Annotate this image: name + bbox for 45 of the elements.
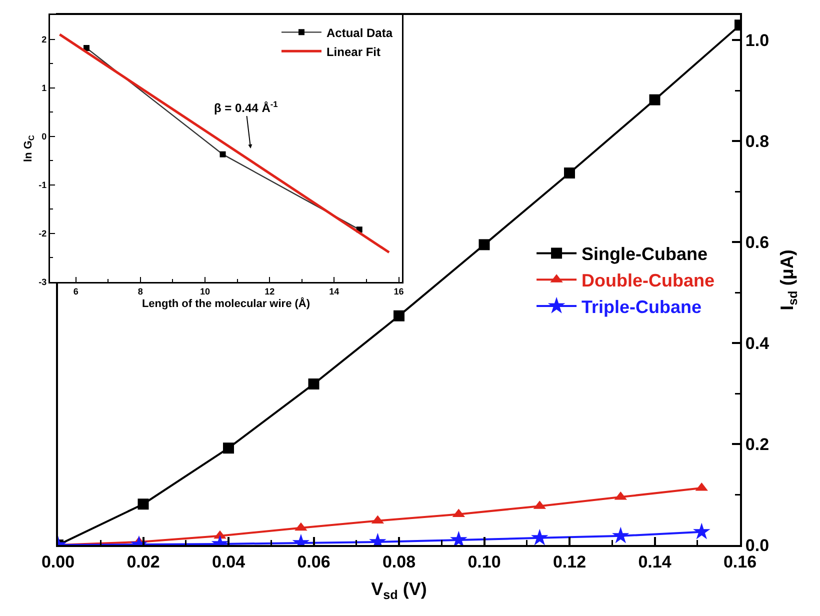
point xyxy=(531,528,548,545)
x-tick-label: 0.12 xyxy=(552,552,586,572)
point xyxy=(478,239,490,250)
point xyxy=(649,94,660,106)
x-tick-label: 0.00 xyxy=(41,552,75,572)
y-tick-label: -2 xyxy=(38,228,47,239)
point xyxy=(308,378,320,390)
x-tick-label: 0.04 xyxy=(212,552,246,572)
x-axis-title: Length of the molecular wire (Å) xyxy=(142,297,310,310)
y-tick-label: 1.0 xyxy=(745,31,770,50)
y-tick-label: 0.2 xyxy=(745,435,770,454)
point xyxy=(394,310,404,322)
x-tick-label: 16 xyxy=(394,286,404,296)
legend-label: Single-Cubane xyxy=(582,244,708,264)
x-tick-label: 14 xyxy=(329,286,340,296)
point xyxy=(138,498,149,510)
annotation: β = 0.44 Å$^{-1}$ xyxy=(214,99,278,116)
legend-label: Actual Data xyxy=(326,26,393,40)
point xyxy=(223,442,234,454)
x-tick-label: 0.06 xyxy=(297,552,330,572)
y-tick-label: 0 xyxy=(42,132,47,142)
legend-label: Triple-Cubane xyxy=(582,297,702,318)
x-tick-label: 0.08 xyxy=(382,552,416,572)
x-tick-label: 12 xyxy=(264,286,275,296)
x-tick-label: 0.14 xyxy=(638,552,672,572)
x-tick-label: 0.02 xyxy=(126,552,160,572)
y-tick-label: 1 xyxy=(42,82,47,93)
legend-label: Double-Cubane xyxy=(582,270,715,291)
x-tick-label: 0.16 xyxy=(723,552,757,572)
x-tick-label: 8 xyxy=(138,286,143,296)
legend-label: Linear Fit xyxy=(326,44,380,59)
y-tick-label: -3 xyxy=(38,277,47,288)
point xyxy=(564,167,575,178)
x-tick-label: 0.10 xyxy=(468,552,501,572)
y-tick-label: 0.4 xyxy=(745,334,770,354)
y-tick-label: 0.0 xyxy=(745,536,770,555)
x-tick-label: 6 xyxy=(73,286,78,296)
point xyxy=(692,522,710,540)
point xyxy=(612,526,630,544)
y-tick-label: 2 xyxy=(42,34,47,44)
y-tick-label: 0.6 xyxy=(745,233,770,252)
x-tick-label: 10 xyxy=(200,286,210,296)
y-tick-label: 0.8 xyxy=(745,132,770,152)
x-axis-title: V$_{sd}$ (V) xyxy=(371,579,427,602)
y-tick-label: -1 xyxy=(38,180,47,190)
